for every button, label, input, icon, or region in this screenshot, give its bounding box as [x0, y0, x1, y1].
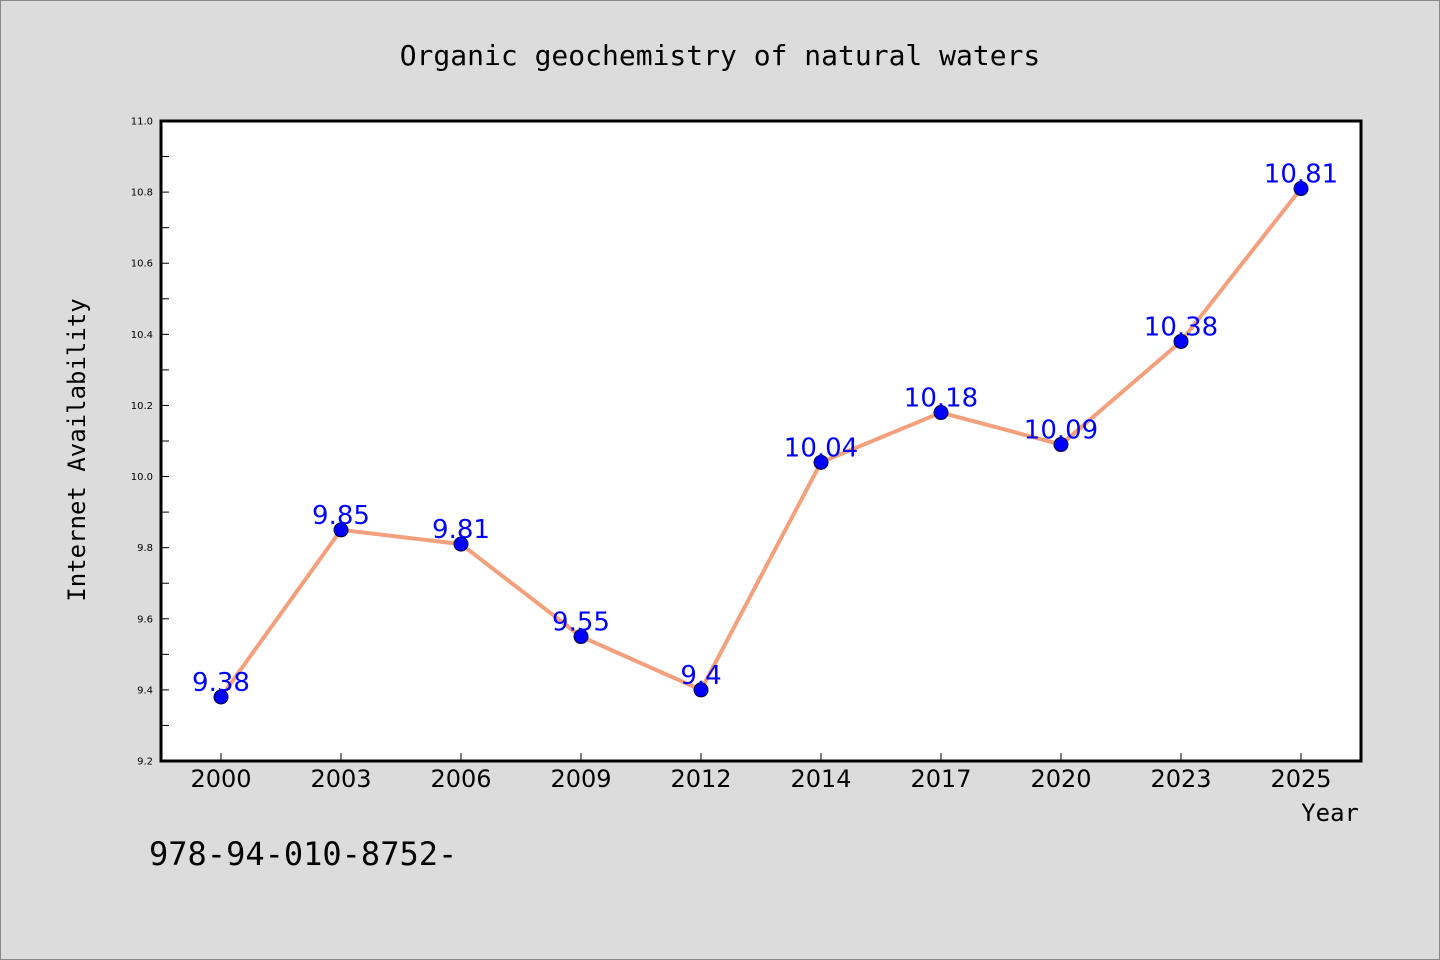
y-tick-label: 11.0: [131, 117, 153, 128]
x-tick-label: 2012: [670, 765, 731, 793]
y-tick-label: 10.4: [131, 330, 153, 341]
data-point: [1293, 181, 1309, 197]
plot-frame: [159, 119, 1363, 763]
data-point: [573, 629, 589, 645]
series-layer: [213, 181, 1309, 705]
data-point: [693, 682, 709, 698]
y-tick-label: 10.6: [131, 259, 153, 270]
y-axis: 9.2 9.4 9.6 9.8 10.0 10.2 10.4 10.6 10.8 11.0: [131, 117, 169, 768]
x-tick-label: 2017: [910, 765, 971, 793]
data-label: 10.18: [904, 384, 978, 414]
y-tick-label: 10.8: [131, 188, 153, 199]
data-point: [933, 405, 949, 421]
y-axis-label: Internet Availability: [63, 298, 91, 601]
y-tick-label: 9.2: [137, 757, 153, 768]
x-tick-label: 2025: [1270, 765, 1331, 793]
data-point: [333, 522, 349, 538]
y-tick-label: 9.4: [137, 685, 153, 696]
data-labels: 9.38 9.85 9.81 9.55 9.4 10.04 10.18 10.09 10.38 1…: [192, 160, 1338, 698]
plot-area: [161, 121, 1361, 761]
x-tick-label: 2020: [1030, 765, 1091, 793]
data-label: 10.38: [1144, 312, 1218, 342]
x-tick-label: 2003: [310, 765, 371, 793]
data-label: 9.85: [312, 501, 370, 531]
x-tick-label: 2014: [790, 765, 851, 793]
x-axis: 2000 2003 2006 2009 2012 2014 2017 2020 2023 2025: [190, 753, 1332, 793]
chart-title: Organic geochemistry of natural waters: [400, 39, 1041, 72]
x-axis-label: Year: [1301, 799, 1359, 827]
data-point: [1173, 333, 1189, 349]
data-label: 10.04: [784, 433, 858, 463]
x-tick-label: 2006: [430, 765, 491, 793]
footer-text: 978-94-010-8752-: [149, 835, 457, 873]
y-tick-label: 10.2: [131, 401, 153, 412]
x-tick-label: 2023: [1150, 765, 1211, 793]
x-tick-label: 2009: [550, 765, 611, 793]
data-point: [813, 454, 829, 470]
data-point: [1053, 437, 1069, 453]
y-tick-label: 9.6: [137, 614, 153, 625]
x-tick-label: 2000: [190, 765, 251, 793]
series-line: [219, 187, 1303, 699]
data-point: [213, 689, 229, 705]
y-tick-label: 9.8: [137, 543, 153, 554]
data-label: 10.81: [1264, 160, 1338, 190]
data-label: 10.09: [1024, 416, 1098, 446]
y-tick-label: 10.0: [131, 472, 153, 483]
data-label: 9.4: [680, 661, 721, 691]
data-point: [453, 536, 469, 552]
data-label: 9.81: [432, 515, 490, 545]
data-label: 9.55: [552, 608, 610, 638]
data-label: 9.38: [192, 668, 250, 698]
